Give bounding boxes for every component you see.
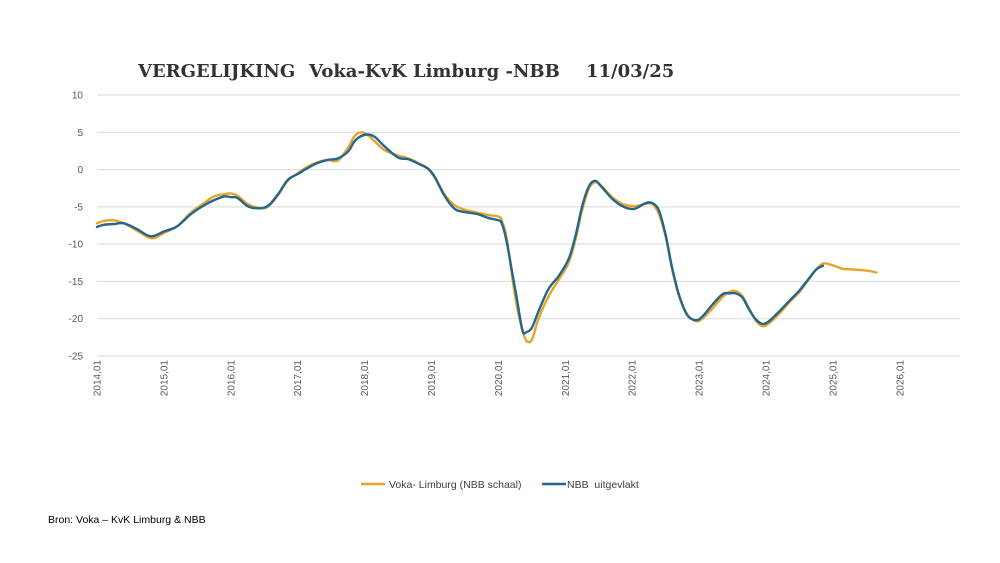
legend-label-nbb: NBB uitgevlakt [567, 479, 639, 491]
y-tick-label: 10 [72, 91, 84, 102]
series-line-voka [95, 131, 878, 344]
y-tick-label: -25 [69, 352, 84, 363]
y-axis: 10 5 0 -5 -10 -15 -20 -25 [69, 91, 84, 363]
x-tick-label: 2021,01 [561, 360, 572, 397]
x-tick-label: 2026,01 [895, 360, 906, 397]
y-tick-label: -20 [69, 314, 84, 325]
y-tick-label: -10 [69, 240, 84, 251]
x-tick-label: 2014,01 [93, 360, 104, 397]
y-tick-label: 0 [77, 165, 83, 176]
y-tick-label: -5 [74, 202, 83, 213]
grid-lines [97, 94, 960, 357]
legend: Voka- Limburg (NBB schaal) NBB uitgevlak… [361, 479, 639, 491]
source-note: Bron: Voka – KvK Limburg & NBB [48, 514, 206, 526]
series-lines [95, 131, 878, 344]
chart-title-part-2: Voka-KvK Limburg -NBB [308, 61, 560, 82]
x-tick-label: 2016,01 [226, 360, 237, 397]
x-tick-label: 2018,01 [360, 360, 371, 397]
x-tick-label: 2024,01 [762, 360, 773, 397]
chart-title-part-1: VERGELIJKING [137, 61, 295, 82]
x-tick-label: 2019,01 [427, 360, 438, 397]
legend-label-voka: Voka- Limburg (NBB schaal) [389, 479, 521, 491]
y-tick-label: 5 [77, 128, 83, 139]
x-tick-label: 2022,01 [628, 360, 639, 397]
x-tick-label: 2017,01 [293, 360, 304, 397]
x-tick-label: 2015,01 [159, 360, 170, 397]
series-line-nbb [95, 133, 825, 335]
x-axis: 2014,01 2015,01 2016,01 2017,01 2018,01 2019,… [93, 360, 907, 397]
x-tick-label: 2020,01 [494, 360, 505, 397]
x-tick-label: 2025,01 [828, 360, 839, 397]
y-tick-label: -15 [69, 277, 84, 288]
chart-title-part-3: 11/03/25 [586, 61, 674, 82]
x-tick-label: 2023,01 [695, 360, 706, 397]
